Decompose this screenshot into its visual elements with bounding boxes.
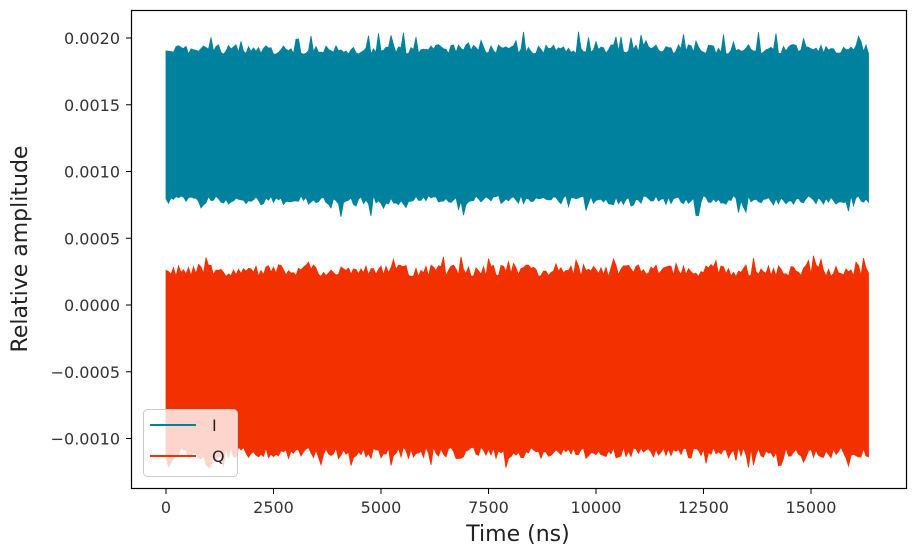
y-tick-label: 0.0015 (64, 96, 120, 115)
y-tick-label: 0.0000 (64, 296, 120, 315)
y-tick-label: −0.0005 (51, 363, 120, 382)
legend: I Q (143, 409, 238, 477)
x-axis: 0 2500 5000 7500 10000 12500 15000 (161, 488, 837, 517)
y-tick-label: 0.0010 (64, 163, 120, 182)
x-tick-label: 12500 (678, 498, 729, 517)
plot-area (165, 31, 869, 469)
y-tick-label: 0.0020 (64, 29, 120, 48)
x-tick-label: 7500 (468, 498, 509, 517)
series-i (165, 31, 869, 217)
x-tick-label: 2500 (253, 498, 294, 517)
x-tick-label: 15000 (786, 498, 837, 517)
x-tick-label: 5000 (361, 498, 402, 517)
x-axis-label: Time (ns) (465, 522, 569, 547)
x-tick-label: 10000 (571, 498, 622, 517)
x-tick-label: 0 (161, 498, 171, 517)
legend-label-i: I (212, 416, 217, 435)
series-q (165, 255, 869, 469)
axes-frame (130, 9, 908, 490)
legend-label-q: Q (212, 447, 225, 466)
legend-box (143, 409, 238, 477)
y-tick-label: 0.0005 (64, 229, 120, 248)
y-axis-label: Relative amplitude (8, 146, 33, 353)
y-tick-label: −0.0010 (51, 430, 120, 449)
y-axis: −0.0010 −0.0005 0.0000 0.0005 0.0010 0.0015 0.… (51, 29, 132, 449)
